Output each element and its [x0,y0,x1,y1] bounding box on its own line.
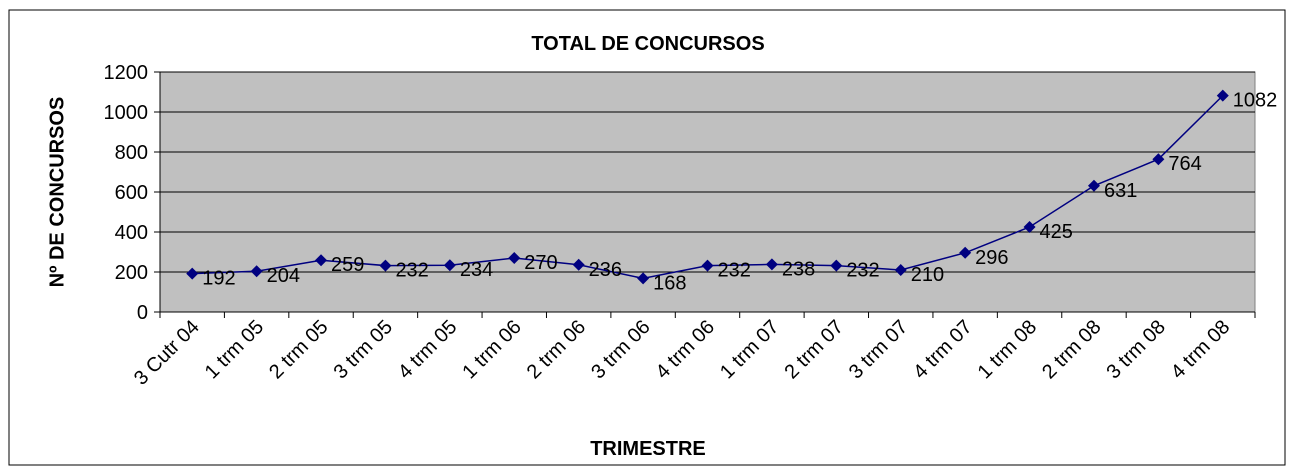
data-label: 1082 [1233,90,1278,112]
marker [379,259,392,272]
y-tick-label: 1000 [104,102,149,124]
marker [1152,153,1165,166]
data-label: 270 [524,252,557,274]
marker [959,246,972,259]
marker [765,258,778,271]
x-axis-label: TRIMESTRE [590,438,706,460]
data-label: 425 [1040,221,1073,243]
marker [1216,89,1229,102]
marker [250,265,263,278]
marker [508,252,521,264]
y-tick-label: 800 [115,142,148,164]
y-tick-label: 600 [115,182,148,204]
data-label: 764 [1168,153,1201,175]
y-tick-label: 0 [137,302,148,324]
y-tick-label: 1200 [104,62,149,84]
marker [830,259,843,272]
marker [315,254,328,267]
y-axis-label: Nº DE CONCURSOS [46,97,68,288]
marker [701,259,714,272]
marker [443,259,456,272]
data-label: 259 [331,254,364,276]
data-label: 210 [911,264,944,286]
y-tick-label: 400 [115,222,148,244]
chart-title: TOTAL DE CONCURSOS [531,33,764,55]
marker [1023,221,1036,233]
marker [186,267,199,280]
data-label: 238 [782,258,815,280]
data-label: 232 [395,260,428,282]
data-label: 631 [1104,180,1137,202]
data-label: 234 [460,259,493,281]
data-label: 192 [202,268,235,290]
data-label: 232 [846,260,879,282]
y-tick-label: 200 [115,262,148,284]
data-label: 296 [975,247,1008,269]
data-label: 236 [589,259,622,281]
data-label: 168 [653,272,686,294]
marker [894,264,907,276]
data-label: 232 [718,260,751,282]
marker [572,258,585,271]
marker [1087,179,1100,192]
marker [637,272,650,285]
data-label: 204 [267,265,300,287]
